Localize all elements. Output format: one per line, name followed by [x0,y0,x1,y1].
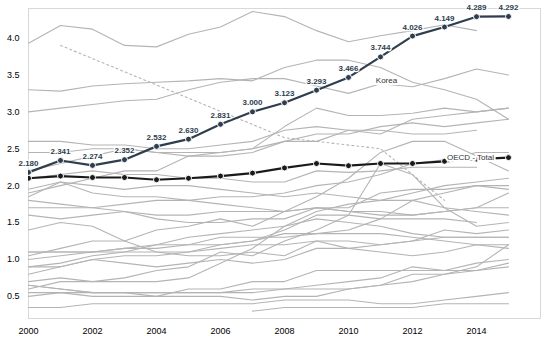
svg-text:3.123: 3.123 [274,89,295,98]
svg-text:2000: 2000 [18,326,38,336]
svg-text:2.831: 2.831 [210,111,231,120]
svg-text:2008: 2008 [274,326,294,336]
svg-text:2014: 2014 [466,326,486,336]
svg-text:2002: 2002 [82,326,102,336]
svg-text:3.293: 3.293 [306,77,327,86]
svg-text:1.0: 1.0 [7,254,20,264]
svg-text:2006: 2006 [210,326,230,336]
svg-text:4.289: 4.289 [466,3,487,12]
svg-text:OECD - Total: OECD - Total [447,153,494,162]
svg-text:3.000: 3.000 [242,98,263,107]
svg-text:3.0: 3.0 [7,107,20,117]
svg-text:3.744: 3.744 [370,43,391,52]
svg-text:4.0: 4.0 [7,33,20,43]
svg-text:2.0: 2.0 [7,181,20,191]
svg-text:4.149: 4.149 [434,14,455,23]
svg-text:Korea: Korea [376,76,398,85]
svg-text:2.5: 2.5 [7,144,20,154]
svg-text:2.274: 2.274 [82,152,103,161]
svg-text:4.292: 4.292 [498,3,519,12]
svg-text:2.352: 2.352 [114,146,135,155]
svg-text:2.532: 2.532 [146,133,167,142]
svg-text:2010: 2010 [338,326,358,336]
svg-text:1.5: 1.5 [7,217,20,227]
svg-text:2012: 2012 [402,326,422,336]
svg-text:2004: 2004 [146,326,166,336]
svg-text:3.466: 3.466 [338,64,359,73]
svg-text:4.026: 4.026 [402,23,423,32]
svg-text:2.180: 2.180 [18,159,39,168]
svg-text:2.341: 2.341 [50,147,71,156]
svg-text:0.5: 0.5 [7,291,20,301]
svg-text:2.630: 2.630 [178,126,199,135]
svg-text:3.5: 3.5 [7,70,20,80]
